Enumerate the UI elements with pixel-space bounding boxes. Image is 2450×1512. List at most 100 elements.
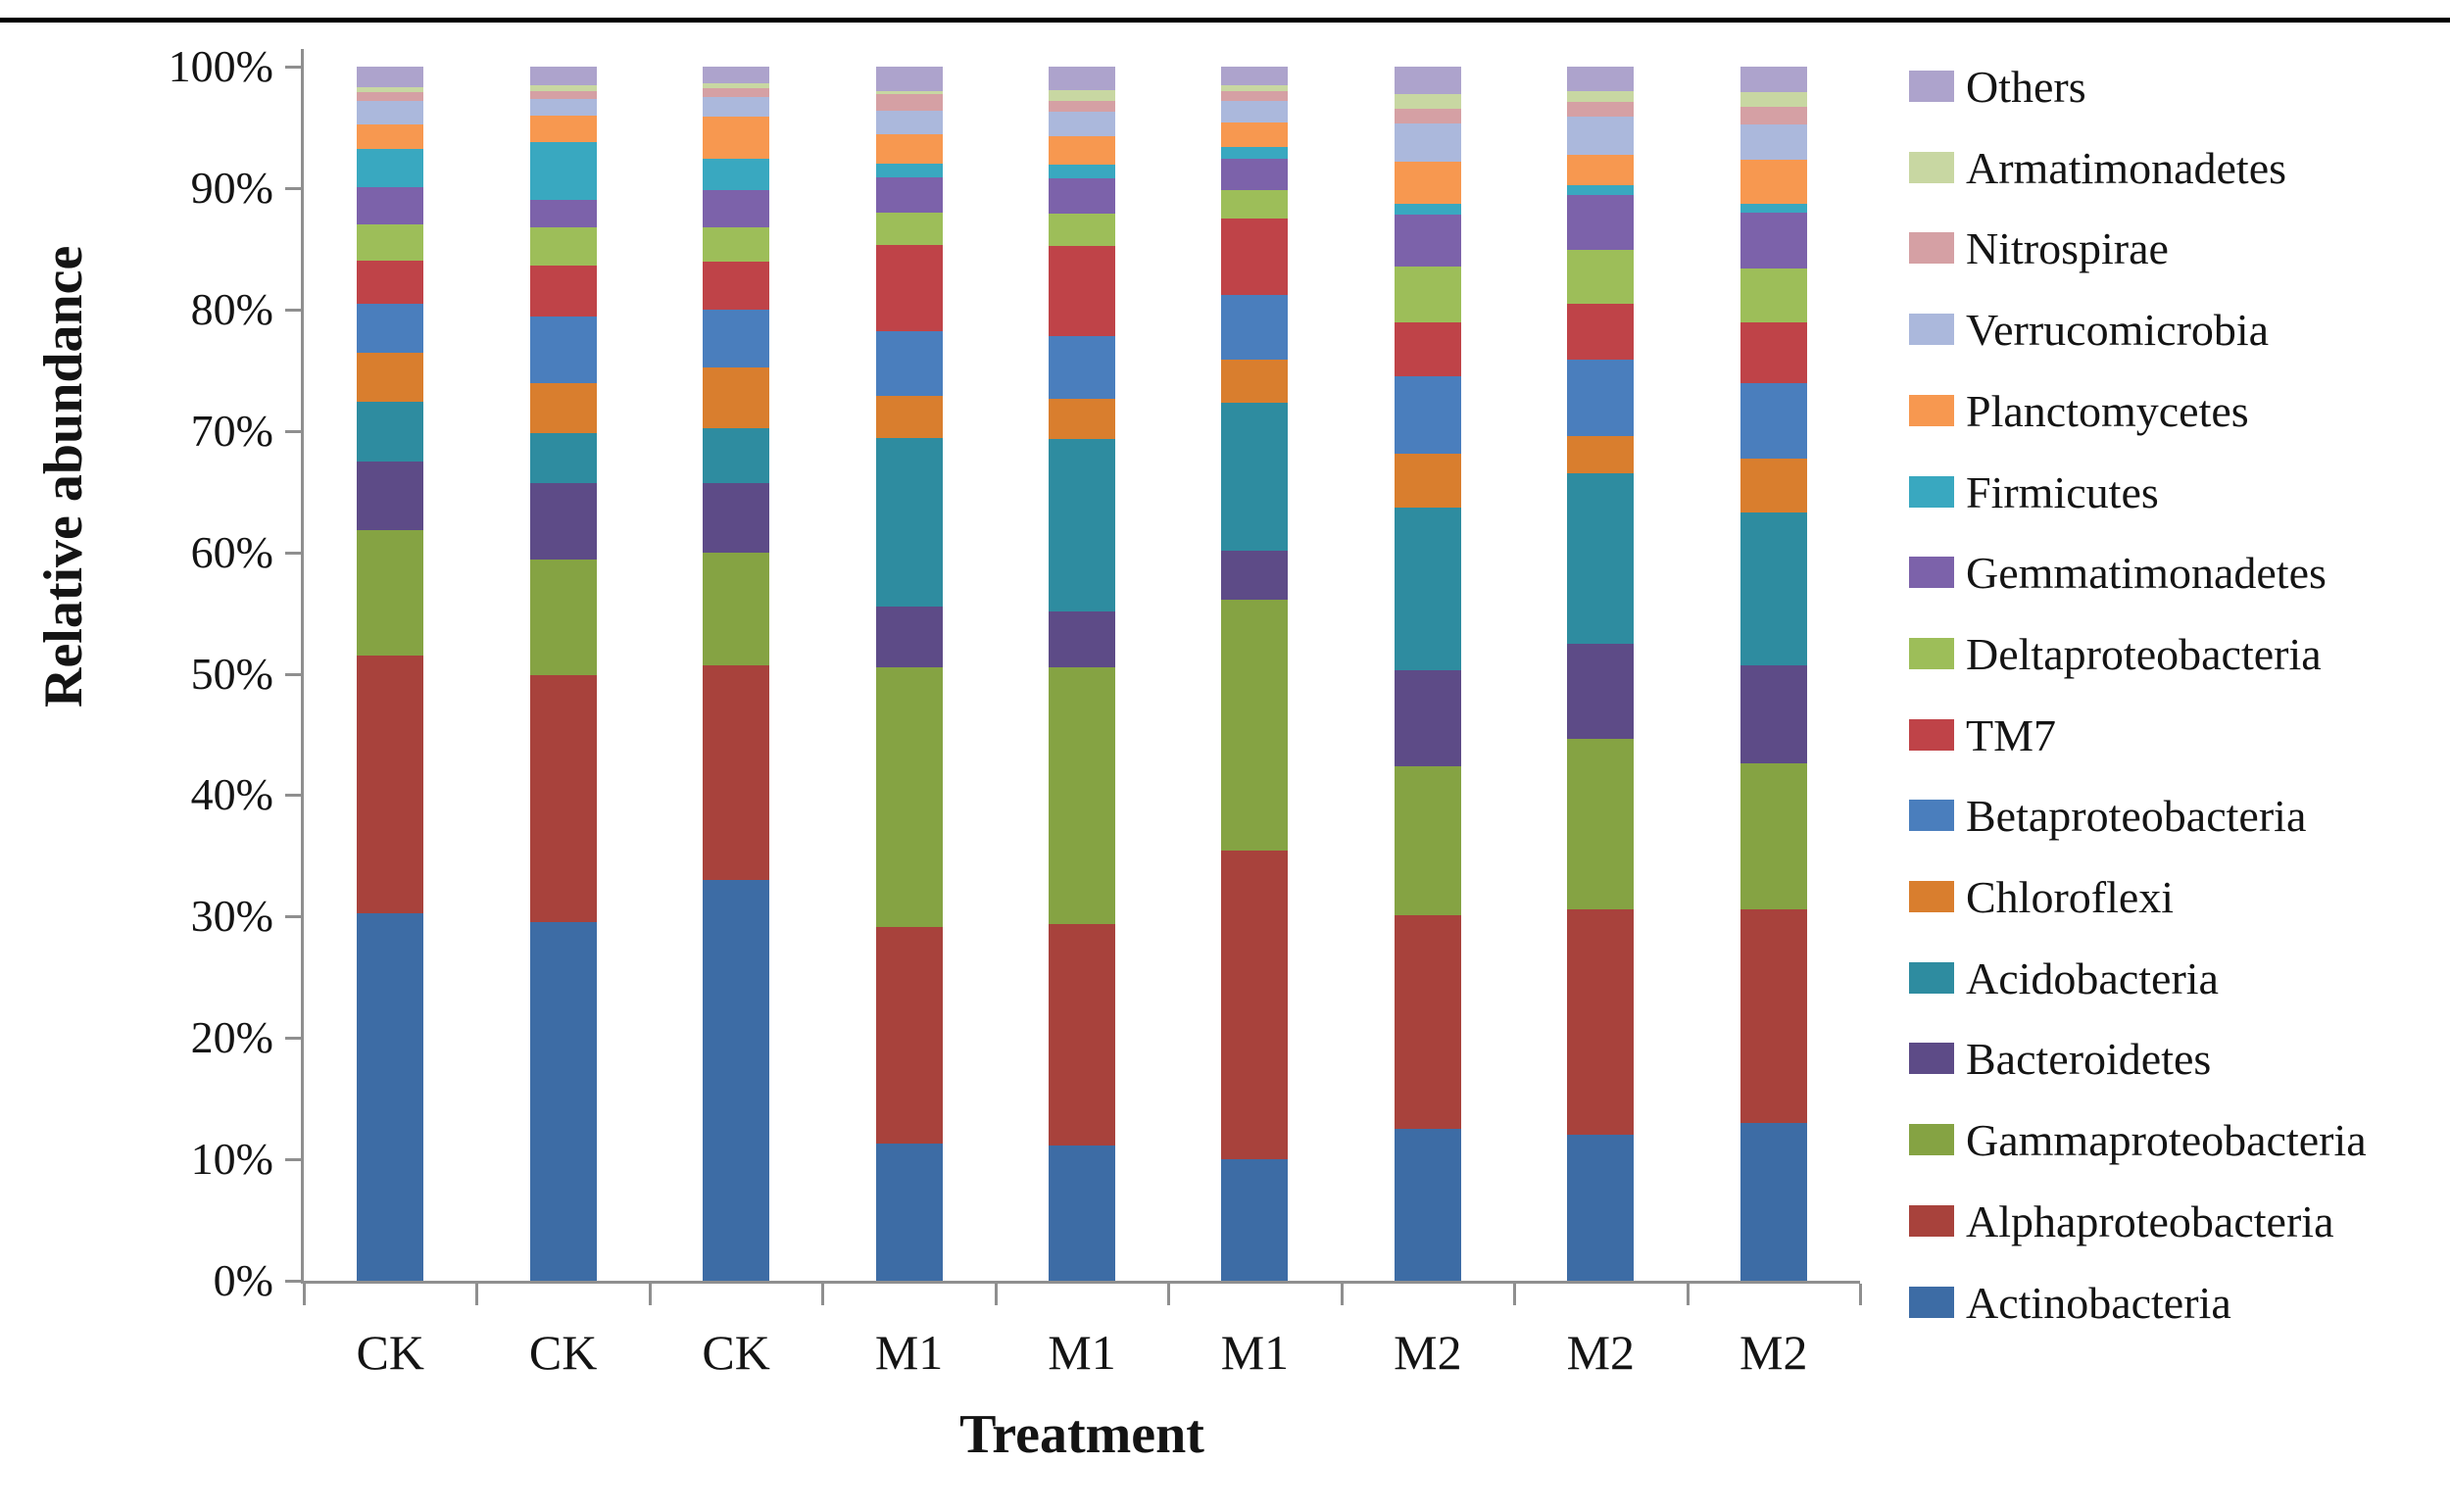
- bar-segment-gammaproteobacteria-m1-3: [875, 667, 943, 928]
- bar-segment-others-m1-3: [875, 67, 943, 91]
- x-axis-tick: [1167, 1284, 1171, 1305]
- bar-segment-acidobacteria-m2-6: [1394, 507, 1461, 670]
- bar-segment-actinobacteria-ck-0: [357, 912, 424, 1281]
- legend-swatch-gammaproteobacteria: [1909, 1124, 1954, 1156]
- bar-segment-chloroflexi-m1-5: [1221, 359, 1289, 404]
- bar-segment-nitrospirae-m2-8: [1740, 106, 1807, 125]
- bar-segment-planctomycetes-m2-6: [1394, 161, 1461, 204]
- bar-segment-planctomycetes-m2-7: [1567, 155, 1635, 186]
- x-category-label: CK: [702, 1325, 770, 1380]
- bar-segment-planctomycetes-ck-0: [357, 124, 424, 150]
- x-axis-tick: [1686, 1284, 1690, 1305]
- legend-label-bacteroidetes: Bacteroidetes: [1966, 1034, 2212, 1085]
- legend-swatch-verrucomicrobia: [1909, 314, 1954, 346]
- legend-label-verrucomicrobia: Verrucomicrobia: [1966, 305, 2270, 356]
- x-axis-tick: [1859, 1284, 1862, 1305]
- bar-segment-betaproteobacteria-ck-1: [529, 317, 597, 384]
- bar-segment-deltaproteobacteria-m1-5: [1221, 190, 1289, 219]
- bar-segment-actinobacteria-ck-2: [703, 880, 770, 1281]
- bar-segment-actinobacteria-ck-1: [529, 922, 597, 1281]
- legend-swatch-acidobacteria: [1909, 961, 1954, 994]
- legend-label-chloroflexi: Chloroflexi: [1966, 872, 2175, 922]
- x-axis-tick: [994, 1284, 998, 1305]
- bar-segment-firmicutes-m2-8: [1740, 204, 1807, 213]
- bar-segment-others-ck-2: [703, 67, 770, 84]
- legend-label-betaproteobacteria: Betaproteobacteria: [1966, 791, 2307, 842]
- legend-label-gemmatimonadetes: Gemmatimonadetes: [1966, 548, 2327, 599]
- bar-segment-bacteroidetes-ck-1: [529, 482, 597, 561]
- bar-segment-others-m2-8: [1740, 67, 1807, 93]
- bar-segment-gemmatimonadetes-m1-5: [1221, 159, 1289, 191]
- y-axis-tick-label: 70%: [190, 405, 273, 456]
- bar-segment-verrucomicrobia-ck-2: [703, 96, 770, 117]
- bar-segment-armatimonadetes-m2-7: [1567, 90, 1635, 102]
- bar-segment-others-ck-1: [529, 67, 597, 85]
- y-axis-tick: [285, 429, 301, 433]
- bar-segment-actinobacteria-m1-3: [875, 1143, 943, 1281]
- legend-label-others: Others: [1966, 62, 2086, 112]
- bar-segment-firmicutes-ck-1: [529, 141, 597, 201]
- bar-segment-bacteroidetes-m1-5: [1221, 551, 1289, 600]
- x-category-label: M1: [874, 1325, 944, 1380]
- y-axis-tick: [285, 1280, 301, 1283]
- bar-segment-actinobacteria-m1-4: [1049, 1146, 1115, 1281]
- bar-segment-deltaproteobacteria-m1-4: [1049, 213, 1115, 247]
- x-category-label: CK: [528, 1325, 598, 1380]
- bar-segment-tm7-m1-5: [1221, 218, 1289, 295]
- bar-segment-verrucomicrobia-m2-8: [1740, 124, 1807, 161]
- bar-segment-nitrospirae-m2-7: [1567, 101, 1635, 117]
- bar-segment-deltaproteobacteria-ck-1: [529, 226, 597, 267]
- bar-segment-deltaproteobacteria-ck-2: [703, 226, 770, 263]
- y-axis-tick-label: 40%: [190, 769, 273, 820]
- bar-segment-chloroflexi-m1-4: [1049, 399, 1115, 440]
- bar-segment-gemmatimonadetes-m2-7: [1567, 195, 1635, 251]
- bar-segment-armatimonadetes-m1-5: [1221, 84, 1289, 91]
- legend-label-firmicutes: Firmicutes: [1966, 466, 2159, 517]
- legend-swatch-chloroflexi: [1909, 881, 1954, 912]
- legend-label-acidobacteria: Acidobacteria: [1966, 952, 2219, 1003]
- bar-segment-gammaproteobacteria-m1-4: [1049, 667, 1115, 924]
- x-axis-tick: [475, 1284, 479, 1305]
- bar-segment-bacteroidetes-m2-6: [1394, 669, 1461, 766]
- bar-segment-alphaproteobacteria-m2-8: [1740, 908, 1807, 1123]
- bar-segment-alphaproteobacteria-ck-1: [529, 674, 597, 923]
- bar-segment-gemmatimonadetes-m2-8: [1740, 212, 1807, 268]
- bar-segment-gemmatimonadetes-m1-4: [1049, 177, 1115, 214]
- x-category-label: M1: [1220, 1325, 1290, 1380]
- legend-label-armatimonadetes: Armatimonadetes: [1966, 142, 2287, 193]
- legend-swatch-planctomycetes: [1909, 394, 1954, 426]
- legend-label-nitrospirae: Nitrospirae: [1966, 223, 2169, 274]
- y-axis-tick: [285, 66, 301, 69]
- y-axis-tick-label: 100%: [168, 41, 273, 91]
- bar-segment-verrucomicrobia-ck-0: [357, 100, 424, 125]
- legend-swatch-armatimonadetes: [1909, 151, 1954, 183]
- bar-segment-armatimonadetes-ck-0: [357, 87, 424, 93]
- bar-segment-gammaproteobacteria-ck-2: [703, 552, 770, 665]
- bar-segment-tm7-m2-6: [1394, 322, 1461, 376]
- x-axis-tick: [1340, 1284, 1344, 1305]
- bar-segment-others-m1-5: [1221, 67, 1289, 85]
- y-axis-tick-label: 80%: [190, 283, 273, 334]
- legend-swatch-others: [1909, 71, 1954, 102]
- x-axis-tick: [303, 1284, 306, 1305]
- bar-segment-gammaproteobacteria-m1-5: [1221, 599, 1289, 852]
- bar-segment-firmicutes-ck-0: [357, 149, 424, 187]
- y-axis-tick: [285, 551, 301, 555]
- y-axis-tick-label: 10%: [190, 1134, 273, 1185]
- bar-segment-tm7-ck-1: [529, 266, 597, 317]
- bar-segment-deltaproteobacteria-m2-6: [1394, 267, 1461, 323]
- bar-segment-bacteroidetes-m2-7: [1567, 643, 1635, 740]
- bar-segment-betaproteobacteria-m1-5: [1221, 294, 1289, 360]
- y-axis-tick-label: 60%: [190, 526, 273, 577]
- bar-segment-gemmatimonadetes-ck-1: [529, 200, 597, 227]
- bar-segment-nitrospirae-ck-1: [529, 90, 597, 100]
- bar-segment-betaproteobacteria-m2-8: [1740, 383, 1807, 460]
- bar-segment-tm7-m1-4: [1049, 246, 1115, 337]
- x-axis-tick: [648, 1284, 652, 1305]
- bar-segment-tm7-ck-2: [703, 262, 770, 310]
- bar-segment-actinobacteria-m2-8: [1740, 1122, 1807, 1281]
- bar-segment-tm7-m1-3: [875, 245, 943, 332]
- bar-segment-tm7-ck-0: [357, 261, 424, 304]
- bar-segment-alphaproteobacteria-ck-0: [357, 655, 424, 913]
